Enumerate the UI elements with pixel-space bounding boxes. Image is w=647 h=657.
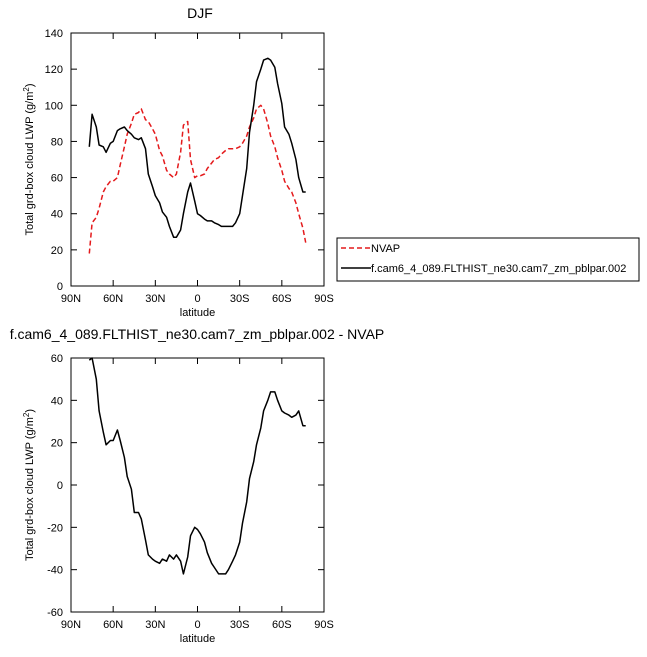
x-tick-label: 60N bbox=[103, 293, 123, 305]
x-tick-label: 30N bbox=[145, 619, 165, 631]
x-tick-label: 90S bbox=[314, 293, 334, 305]
x-tick-label: 60S bbox=[272, 293, 292, 305]
x-tick-label: 30S bbox=[230, 293, 250, 305]
x-tick-label: 60N bbox=[103, 619, 123, 631]
x-tick-label: 30S bbox=[230, 619, 250, 631]
legend: NVAP f.cam6_4_089.FLTHIST_ne30.cam7_zm_p… bbox=[336, 237, 640, 282]
y-tick-label: 20 bbox=[51, 245, 63, 257]
y-axis-label: Total grd-box cloud LWP (g/m2) bbox=[22, 409, 36, 561]
y-tick-label: 20 bbox=[51, 438, 63, 450]
x-tick-label: 60S bbox=[272, 619, 292, 631]
y-axis-label: Total grd-box cloud LWP (g/m2) bbox=[22, 83, 36, 235]
bottom-panel-title: f.cam6_4_089.FLTHIST_ne30.cam7_zm_pblpar… bbox=[10, 326, 385, 342]
plot-frame bbox=[70, 32, 325, 287]
y-tick-label: -40 bbox=[47, 565, 63, 577]
legend-label-model: f.cam6_4_089.FLTHIST_ne30.cam7_zm_pblpar… bbox=[371, 263, 626, 275]
y-tick-label: 120 bbox=[45, 64, 63, 76]
top-panel-title: DJF bbox=[187, 5, 213, 21]
plot-frame bbox=[70, 357, 325, 613]
y-tick-label: 40 bbox=[51, 209, 63, 221]
legend-box bbox=[336, 237, 640, 282]
x-tick-label: 90N bbox=[61, 293, 81, 305]
y-tick-label: -60 bbox=[47, 607, 63, 619]
series-line-nvap bbox=[88, 104, 307, 254]
y-tick-label: -20 bbox=[47, 522, 63, 534]
y-tick-label: 80 bbox=[51, 136, 63, 148]
y-tick-label: 60 bbox=[51, 353, 63, 365]
y-tick-label: 140 bbox=[45, 28, 63, 40]
top-panel: 90N 60N 30N 0 30S 60S 90S 0 20 40 60 80 100 120 140 lat… bbox=[22, 28, 334, 319]
y-tick-label: 40 bbox=[51, 395, 63, 407]
series-line-model bbox=[88, 57, 306, 238]
y-tick-label: 0 bbox=[57, 480, 63, 492]
legend-label-nvap: NVAP bbox=[371, 243, 400, 255]
x-axis-label: latitude bbox=[180, 307, 215, 319]
x-tick-label: 0 bbox=[194, 619, 200, 631]
x-tick-label: 90N bbox=[61, 619, 81, 631]
y-tick-label: 0 bbox=[57, 281, 63, 293]
y-tick-label: 100 bbox=[45, 100, 63, 112]
x-tick-label: 30N bbox=[145, 293, 165, 305]
x-tick-label: 90S bbox=[314, 619, 334, 631]
bottom-panel: 90N 60N 30N 0 30S 60S 90S -60 -40 -20 0 20 40 60 latit… bbox=[22, 353, 334, 645]
y-tick-label: 60 bbox=[51, 173, 63, 185]
x-tick-label: 0 bbox=[194, 293, 200, 305]
x-axis-label: latitude bbox=[180, 633, 215, 645]
series-line-difference bbox=[88, 357, 306, 575]
